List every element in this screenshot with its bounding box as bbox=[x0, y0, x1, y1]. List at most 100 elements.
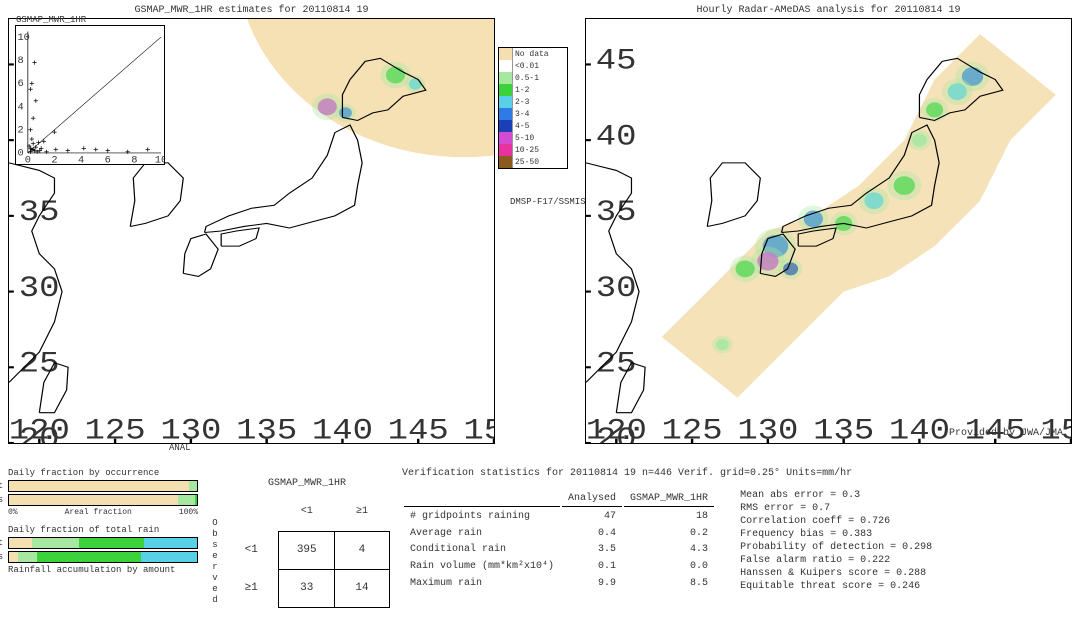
anal-label: ANAL bbox=[169, 443, 191, 453]
error-metric: Mean abs error = 0.3 bbox=[740, 489, 932, 502]
bar-segment bbox=[9, 481, 189, 491]
fraction-bars-column: Daily fraction by occurrence Est Obs 0% … bbox=[8, 468, 198, 608]
verification-header: Verification statistics for 20110814 19 … bbox=[402, 468, 1072, 479]
verification-table: Analysed GSMAP_MWR_1HR # gridpoints rain… bbox=[402, 489, 716, 593]
scale-left: 0% bbox=[8, 508, 18, 517]
svg-text:2: 2 bbox=[17, 126, 23, 137]
legend-swatch bbox=[499, 132, 513, 144]
legend-swatch bbox=[499, 60, 513, 72]
svg-text:45: 45 bbox=[596, 44, 637, 78]
totalrain-est-bar: Est bbox=[8, 537, 198, 549]
legend-label: <0.01 bbox=[513, 62, 539, 71]
occurrence-title: Daily fraction by occurrence bbox=[8, 468, 198, 478]
bar-segment bbox=[79, 538, 145, 548]
provider-label: Provided by JWA/JMA bbox=[949, 428, 1063, 439]
contingency-table: <1 ≥1 <1 395 4 ≥1 33 14 bbox=[224, 493, 390, 608]
legend-row: No data bbox=[499, 48, 567, 60]
scatter-inset: GSMAP_MWR_1HR 02468100246810 bbox=[15, 25, 165, 165]
verification-column: Verification statistics for 20110814 19 … bbox=[402, 468, 1072, 608]
radar-map-svg: 120125130135140145150202530354045 bbox=[586, 19, 1071, 443]
svg-text:130: 130 bbox=[160, 414, 221, 443]
svg-text:0: 0 bbox=[25, 156, 31, 164]
vt-analysed: 3.5 bbox=[562, 542, 622, 557]
legend-swatch bbox=[499, 96, 513, 108]
svg-text:125: 125 bbox=[85, 414, 146, 443]
ct-col0: <1 bbox=[279, 493, 334, 531]
scatter-title: GSMAP_MWR_1HR bbox=[16, 15, 86, 25]
vt-gsmap: 0.2 bbox=[624, 526, 714, 541]
vt-label: Conditional rain bbox=[404, 542, 560, 557]
svg-text:40: 40 bbox=[596, 119, 637, 153]
svg-text:30: 30 bbox=[19, 271, 60, 305]
svg-text:6: 6 bbox=[17, 79, 23, 90]
scatter-svg: 02468100246810 bbox=[16, 26, 164, 164]
obs-label: Obs bbox=[0, 495, 3, 505]
totalrain-title: Daily fraction of total rain bbox=[8, 525, 198, 535]
est-label2: Est bbox=[0, 538, 3, 548]
legend-row: <0.01 bbox=[499, 60, 567, 72]
occurrence-est-bar: Est bbox=[8, 480, 198, 492]
legend-row: 4-5 bbox=[499, 120, 567, 132]
svg-text:145: 145 bbox=[388, 414, 449, 443]
legend-label: 3-4 bbox=[513, 110, 529, 119]
ct-cell-10: 33 bbox=[279, 569, 334, 607]
legend-label: 25-50 bbox=[513, 158, 539, 167]
legend-swatch bbox=[499, 84, 513, 96]
svg-text:2: 2 bbox=[51, 156, 57, 164]
svg-text:130: 130 bbox=[737, 414, 798, 443]
legend-swatch bbox=[499, 120, 513, 132]
svg-text:140: 140 bbox=[312, 414, 373, 443]
bar-segment bbox=[144, 538, 197, 548]
error-metric: Correlation coeff = 0.726 bbox=[740, 515, 932, 528]
legend-row: 3-4 bbox=[499, 108, 567, 120]
bar-segment bbox=[9, 495, 178, 505]
vt-analysed: 0.4 bbox=[562, 526, 622, 541]
scale-right: 100% bbox=[179, 508, 198, 517]
table-row: Conditional rain 3.5 4.3 bbox=[404, 542, 714, 557]
legend-row: 5-10 bbox=[499, 132, 567, 144]
svg-text:8: 8 bbox=[131, 156, 137, 164]
error-metric: False alarm ratio = 0.222 bbox=[740, 554, 932, 567]
error-metric: Equitable threat score = 0.246 bbox=[740, 580, 932, 593]
vt-label: # gridpoints raining bbox=[404, 509, 560, 524]
legend-swatch bbox=[499, 108, 513, 120]
vt-col1: GSMAP_MWR_1HR bbox=[624, 491, 714, 507]
legend-swatch bbox=[499, 156, 513, 168]
vt-gsmap: 18 bbox=[624, 509, 714, 524]
vt-label: Average rain bbox=[404, 526, 560, 541]
vt-gsmap: 0.0 bbox=[624, 559, 714, 574]
bar-segment bbox=[9, 538, 32, 548]
svg-text:4: 4 bbox=[17, 103, 23, 114]
legend-label: No data bbox=[513, 50, 549, 59]
error-metrics: Mean abs error = 0.3RMS error = 0.7Corre… bbox=[740, 489, 932, 593]
legend-row: 0.5-1 bbox=[499, 72, 567, 84]
error-metric: Frequency bias = 0.383 bbox=[740, 528, 932, 541]
gsmap-map-panel: GSMAP_MWR_1HR estimates for 20110814 19 … bbox=[8, 18, 495, 444]
vt-gsmap: 8.5 bbox=[624, 576, 714, 591]
legend-label: 5-10 bbox=[513, 134, 534, 143]
error-metric: Hanssen & Kuipers score = 0.288 bbox=[740, 567, 932, 580]
legend-row: 1-2 bbox=[499, 84, 567, 96]
svg-text:20: 20 bbox=[19, 422, 60, 443]
ct-row0: <1 bbox=[224, 531, 279, 569]
vt-gsmap: 4.3 bbox=[624, 542, 714, 557]
totalrain-footer: Rainfall accumulation by amount bbox=[8, 565, 198, 575]
legend-swatch bbox=[499, 48, 513, 60]
bar-segment bbox=[178, 495, 195, 505]
table-row: Rain volume (mm*km²x10⁴) 0.1 0.0 bbox=[404, 559, 714, 574]
vt-label: Maximum rain bbox=[404, 576, 560, 591]
bar-segment bbox=[189, 481, 197, 491]
svg-text:35: 35 bbox=[596, 195, 637, 229]
svg-text:6: 6 bbox=[105, 156, 111, 164]
vt-label: Rain volume (mm*km²x10⁴) bbox=[404, 559, 560, 574]
table-row: Average rain 0.4 0.2 bbox=[404, 526, 714, 541]
legend-row: 25-50 bbox=[499, 156, 567, 168]
bar-segment bbox=[141, 552, 197, 562]
svg-text:150: 150 bbox=[463, 414, 494, 443]
contingency-column: Observed GSMAP_MWR_1HR <1 ≥1 <1 395 4 ≥1… bbox=[210, 468, 390, 608]
vt-col0: Analysed bbox=[562, 491, 622, 507]
svg-text:8: 8 bbox=[17, 56, 23, 67]
ct-row1: ≥1 bbox=[224, 569, 279, 607]
table-row: # gridpoints raining 47 18 bbox=[404, 509, 714, 524]
bar-segment bbox=[37, 552, 140, 562]
